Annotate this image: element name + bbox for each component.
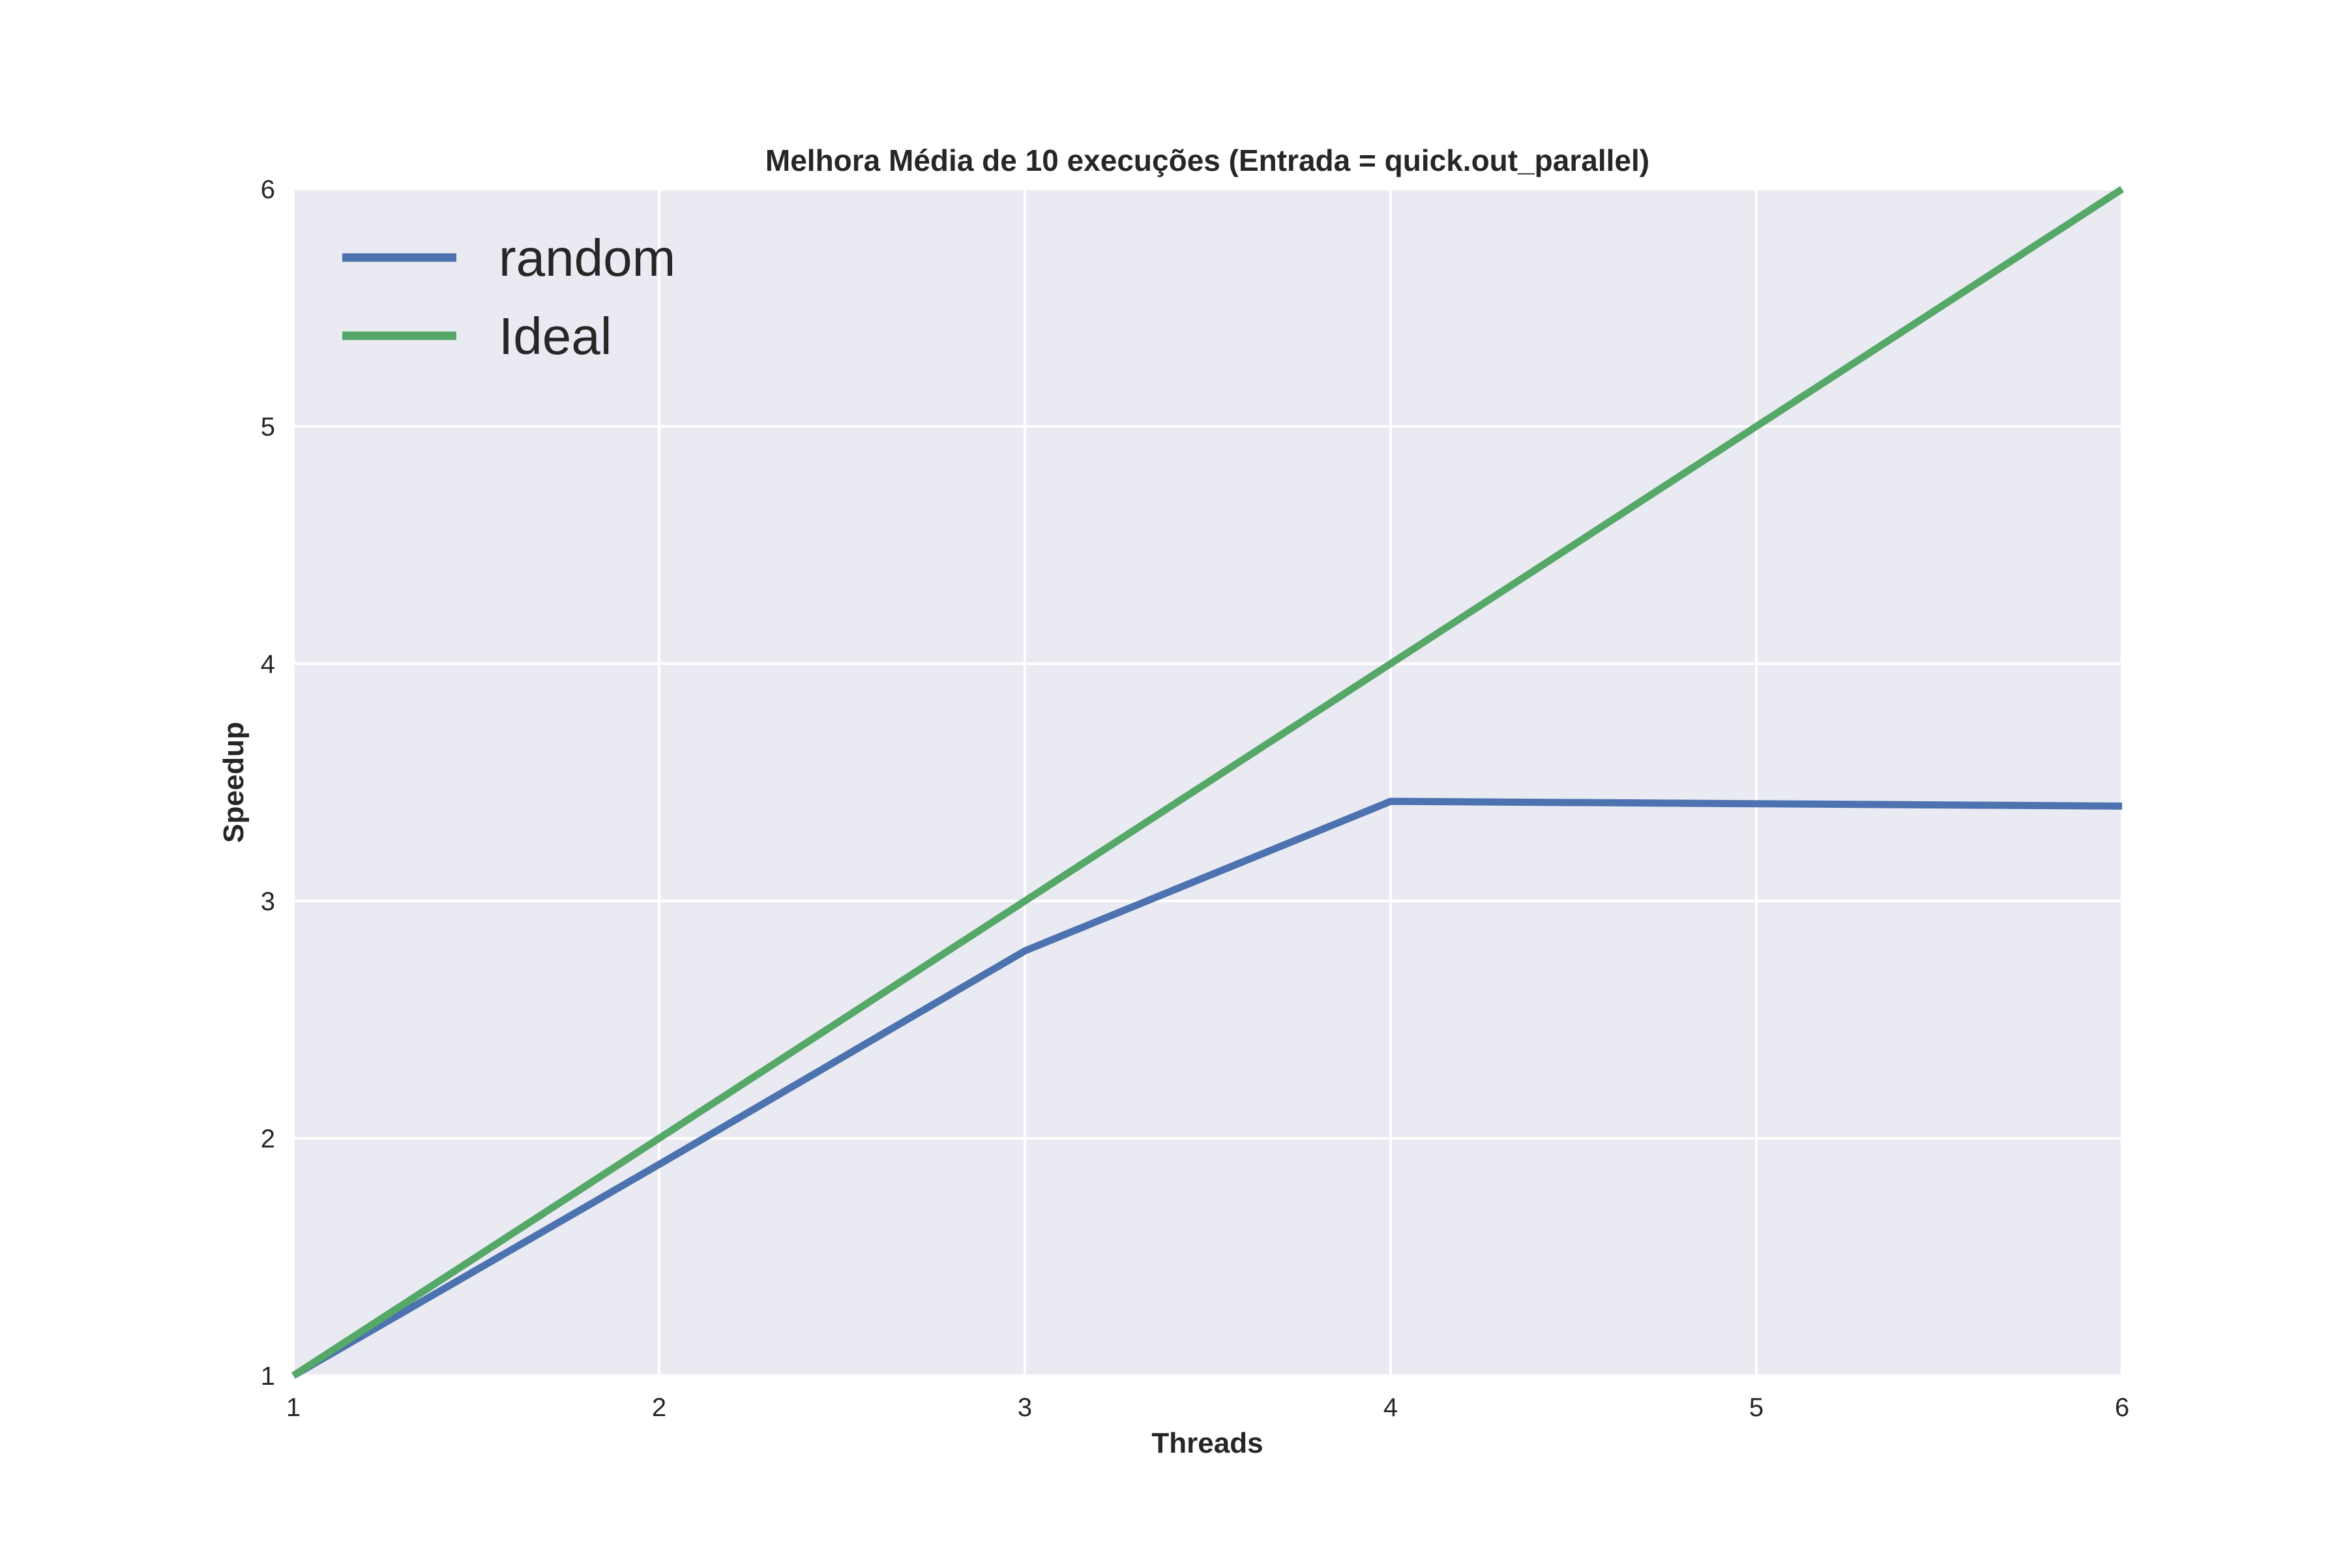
chart-title: Melhora Média de 10 execuções (Entrada =…: [765, 143, 1649, 177]
y-tick-label: 6: [261, 175, 275, 204]
x-tick-label: 1: [286, 1393, 301, 1422]
y-axis-label: Speedup: [218, 722, 250, 843]
legend-label-random: random: [499, 229, 675, 287]
series-line-random: [291, 797, 2123, 1379]
x-tick-label: 6: [2115, 1393, 2129, 1422]
x-tick-label: 2: [652, 1393, 666, 1422]
y-tick-label: 2: [261, 1125, 275, 1153]
x-tick-label: 3: [1018, 1393, 1032, 1422]
y-tick-label: 5: [261, 413, 275, 441]
y-tick-label: 1: [261, 1362, 275, 1391]
x-tick-labels: 1 2 3 4 5 6: [286, 1393, 2129, 1422]
series-lines: [291, 186, 2124, 1379]
x-axis-label: Threads: [1151, 1427, 1263, 1459]
x-tick-label: 4: [1383, 1393, 1398, 1422]
x-tick-label: 5: [1749, 1393, 1764, 1422]
y-tick-label: 3: [261, 887, 275, 916]
grid-lines: [292, 188, 2123, 1377]
legend-label-ideal: Ideal: [499, 307, 612, 365]
y-tick-labels: 1 2 3 4 5 6: [261, 175, 275, 1391]
y-tick-label: 4: [261, 650, 275, 679]
series-line-ideal: [291, 186, 2124, 1379]
legend: random Ideal: [342, 229, 675, 365]
